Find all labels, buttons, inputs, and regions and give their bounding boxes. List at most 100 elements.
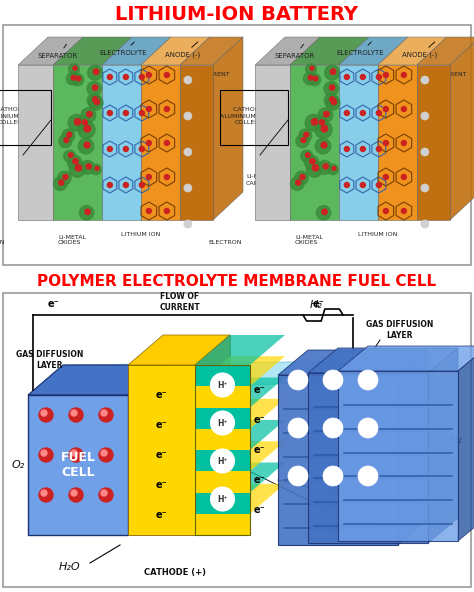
Circle shape: [321, 142, 327, 148]
Circle shape: [310, 159, 315, 164]
Circle shape: [85, 209, 91, 214]
Circle shape: [421, 148, 429, 156]
Circle shape: [164, 140, 169, 146]
Circle shape: [328, 164, 338, 175]
Polygon shape: [398, 350, 428, 545]
Polygon shape: [339, 65, 378, 220]
Text: COPPER CURRENT
COLLECTOR: COPPER CURRENT COLLECTOR: [410, 72, 466, 83]
Circle shape: [376, 111, 382, 115]
Circle shape: [331, 99, 337, 105]
Circle shape: [323, 370, 343, 390]
Circle shape: [41, 450, 47, 456]
Polygon shape: [195, 514, 250, 535]
Circle shape: [92, 96, 98, 102]
Polygon shape: [195, 407, 250, 429]
Circle shape: [87, 94, 101, 107]
Text: e⁻: e⁻: [313, 299, 325, 309]
Text: ANODE (-): ANODE (-): [330, 485, 373, 494]
Text: e⁻: e⁻: [155, 480, 167, 490]
Polygon shape: [290, 37, 369, 65]
Circle shape: [101, 450, 107, 456]
Circle shape: [146, 208, 151, 214]
Circle shape: [71, 490, 77, 496]
Text: COPPER CURRENT
COLLECTOR: COPPER CURRENT COLLECTOR: [173, 72, 229, 83]
Polygon shape: [195, 429, 250, 450]
Circle shape: [66, 73, 79, 85]
Circle shape: [324, 94, 338, 107]
Circle shape: [291, 177, 304, 191]
Circle shape: [94, 99, 100, 105]
Circle shape: [306, 160, 323, 177]
Text: e⁻: e⁻: [155, 450, 167, 460]
Circle shape: [123, 75, 128, 79]
Circle shape: [305, 153, 310, 157]
Polygon shape: [308, 373, 428, 543]
Circle shape: [99, 448, 113, 462]
Circle shape: [421, 76, 429, 84]
Circle shape: [91, 164, 101, 175]
Polygon shape: [18, 37, 83, 65]
Circle shape: [306, 64, 316, 75]
Polygon shape: [278, 375, 398, 545]
Circle shape: [107, 146, 112, 152]
Text: LI-METAL
OXIDES: LI-METAL OXIDES: [295, 234, 323, 246]
Circle shape: [68, 114, 85, 131]
Circle shape: [164, 175, 169, 179]
Circle shape: [299, 129, 312, 142]
Circle shape: [295, 171, 308, 185]
Circle shape: [358, 466, 378, 486]
Circle shape: [315, 139, 331, 154]
Polygon shape: [195, 493, 250, 514]
Bar: [0, 90, 51, 145]
Circle shape: [421, 184, 429, 192]
Circle shape: [184, 112, 192, 120]
Polygon shape: [338, 371, 458, 541]
Polygon shape: [180, 65, 213, 220]
Circle shape: [107, 182, 112, 188]
Circle shape: [58, 171, 71, 185]
Circle shape: [59, 134, 72, 147]
Circle shape: [146, 72, 151, 78]
Polygon shape: [213, 37, 243, 220]
Text: H₂: H₂: [310, 300, 323, 310]
Circle shape: [311, 118, 318, 125]
Circle shape: [107, 75, 112, 79]
Circle shape: [323, 466, 343, 486]
Polygon shape: [428, 348, 458, 543]
Text: GAS DIFFUSION
LAYER: GAS DIFFUSION LAYER: [16, 350, 84, 370]
Text: e⁻: e⁻: [254, 445, 266, 455]
Circle shape: [401, 140, 406, 146]
Polygon shape: [378, 37, 447, 65]
Circle shape: [139, 111, 145, 115]
Text: ANODE (-): ANODE (-): [402, 42, 438, 59]
Circle shape: [69, 160, 86, 177]
Circle shape: [301, 138, 306, 143]
Text: LITHIUM ION: LITHIUM ION: [358, 233, 398, 237]
Text: e⁻: e⁻: [254, 505, 266, 515]
Circle shape: [86, 164, 91, 169]
Circle shape: [305, 114, 322, 131]
Circle shape: [39, 488, 53, 502]
Circle shape: [315, 121, 332, 139]
Polygon shape: [53, 65, 102, 220]
Circle shape: [324, 111, 329, 117]
Circle shape: [139, 75, 145, 79]
Circle shape: [344, 75, 349, 79]
Circle shape: [401, 107, 406, 111]
Circle shape: [95, 166, 99, 170]
Circle shape: [330, 69, 336, 75]
Polygon shape: [195, 365, 250, 386]
Circle shape: [78, 139, 94, 154]
Circle shape: [288, 466, 308, 486]
Text: H⁺: H⁺: [217, 381, 228, 390]
Circle shape: [304, 155, 319, 169]
Polygon shape: [378, 65, 417, 220]
Circle shape: [360, 146, 365, 152]
Polygon shape: [28, 360, 433, 395]
Circle shape: [383, 72, 388, 78]
Circle shape: [71, 75, 76, 80]
Circle shape: [92, 85, 98, 90]
Circle shape: [39, 448, 53, 462]
Polygon shape: [255, 37, 320, 65]
Circle shape: [123, 111, 128, 115]
